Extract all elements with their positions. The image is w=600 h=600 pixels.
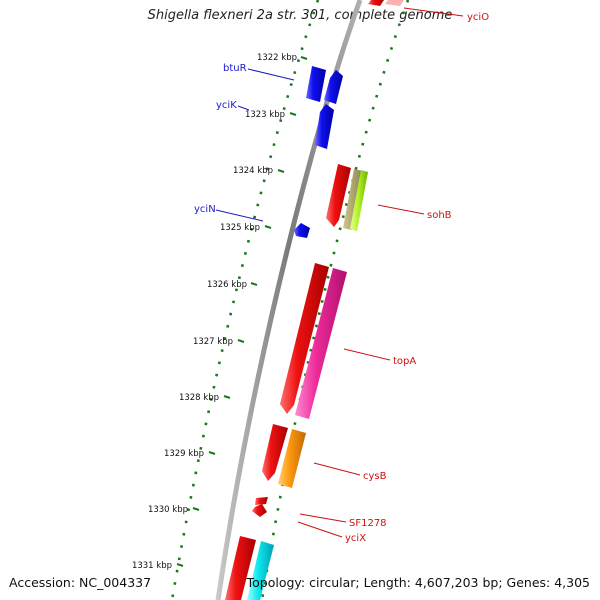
yciK-label: yciK: [216, 100, 237, 111]
yciO-label-line: [403, 7, 464, 17]
kbp-tick-1331: 1331 kbp: [132, 561, 184, 571]
tick-label: 1330 kbp: [148, 505, 188, 515]
tick-label: 1329 kbp: [164, 449, 204, 459]
cysB-neighbor-orange[interactable]: [278, 429, 306, 488]
yciX-label-line: [297, 521, 343, 538]
tick-mark: [192, 507, 200, 511]
cysB-label: cysB: [363, 471, 387, 482]
yciN-arrow[interactable]: [294, 223, 310, 238]
gene-unlabeled-bottom[interactable]: [225, 536, 274, 600]
tick-mark: [208, 451, 216, 455]
gene-SF1278[interactable]: SF1278: [255, 497, 387, 529]
topA-label-line: [343, 348, 391, 361]
sohB-neighbor-olive[interactable]: [343, 169, 363, 230]
yciK-arrow[interactable]: [324, 70, 343, 104]
cysB-label-line: [313, 462, 361, 476]
tick-mark: [223, 395, 231, 399]
SF1278-arrow[interactable]: [255, 497, 268, 505]
btuR-arrow[interactable]: [306, 66, 326, 102]
kbp-tick-1326: 1326 kbp: [207, 280, 258, 290]
gene-cysB[interactable]: cysB: [262, 424, 387, 488]
tick-mark: [289, 112, 297, 116]
yciO-arrow[interactable]: [368, 0, 384, 6]
topA-neighbor-pink[interactable]: [295, 268, 347, 419]
gene-yciX[interactable]: yciX: [252, 504, 366, 544]
tick-label: 1327 kbp: [193, 337, 233, 347]
tick-label: 1326 kbp: [207, 280, 247, 290]
kbp-tick-1322: 1322 kbp: [257, 53, 308, 63]
yciX-arrow[interactable]: [252, 504, 267, 517]
yciN-label-line: [215, 209, 264, 222]
yciO-arrow-2[interactable]: [385, 0, 404, 6]
topology-text: Topology: circular; Length: 4,607,203 bp…: [246, 575, 590, 590]
tick-label: 1325 kbp: [220, 223, 260, 233]
gene-yciN[interactable]: yciN: [194, 204, 310, 238]
yciO-label: yciO: [467, 12, 489, 23]
kbp-tick-1325: 1325 kbp: [220, 223, 272, 233]
topA-label: topA: [393, 356, 416, 367]
tick-mark: [277, 169, 285, 173]
kbp-tick-1323: 1323 kbp: [245, 110, 297, 120]
tick-mark: [176, 563, 184, 567]
kbp-ticks: 1322 kbp 1323 kbp 1324 kbp 1325 kbp 1326…: [132, 53, 308, 571]
kbp-tick-1329: 1329 kbp: [164, 449, 216, 459]
sohB-arrow[interactable]: [326, 164, 351, 227]
gene-yciK[interactable]: yciK: [216, 70, 343, 149]
yciK-label-line: [237, 105, 250, 111]
tick-label: 1331 kbp: [132, 561, 172, 571]
yciK-arrow-2[interactable]: [315, 104, 334, 149]
tick-mark: [264, 225, 272, 229]
kbp-tick-1328: 1328 kbp: [179, 393, 231, 403]
tick-label: 1328 kbp: [179, 393, 219, 403]
btuR-label: btuR: [223, 63, 247, 74]
forward-strand-features: yciO sohB topA cysB: [225, 0, 489, 600]
gene-sohB[interactable]: sohB: [326, 164, 452, 231]
gene-yciO[interactable]: yciO: [368, 0, 489, 23]
SF1278-label: SF1278: [349, 518, 387, 529]
gene-topA[interactable]: topA: [280, 263, 416, 419]
reverse-strand-features: btuR yciK yciN: [194, 63, 343, 238]
tick-mark: [300, 56, 308, 60]
sohB-neighbor-lime[interactable]: [350, 170, 368, 231]
yciN-label: yciN: [194, 204, 216, 215]
tick-label: 1323 kbp: [245, 110, 285, 120]
outer-tick-ring: [260, 0, 410, 600]
yciX-label: yciX: [345, 533, 366, 544]
btuR-label-line: [247, 68, 295, 81]
sohB-label-line: [377, 204, 425, 215]
bottom-cyan-arrow[interactable]: [247, 541, 274, 600]
cysB-arrow[interactable]: [262, 424, 288, 481]
kbp-tick-1327: 1327 kbp: [193, 337, 245, 347]
tick-label: 1324 kbp: [233, 166, 273, 176]
tick-label: 1322 kbp: [257, 53, 297, 63]
tick-mark: [250, 282, 258, 286]
tick-mark: [237, 339, 245, 343]
kbp-tick-1324: 1324 kbp: [233, 166, 285, 176]
genome-title: Shigella flexneri 2a str. 301, complete …: [147, 8, 453, 23]
gene-btuR[interactable]: btuR: [223, 63, 326, 102]
accession-text: Accession: NC_004337: [9, 575, 152, 590]
SF1278-label-line: [299, 513, 347, 523]
sohB-label: sohB: [427, 210, 452, 221]
topA-arrow[interactable]: [280, 263, 329, 414]
genome-backbone: [215, 0, 363, 600]
bottom-red-arrow[interactable]: [225, 536, 256, 600]
kbp-tick-1330: 1330 kbp: [148, 505, 200, 515]
inner-tick-ring: [170, 0, 320, 600]
